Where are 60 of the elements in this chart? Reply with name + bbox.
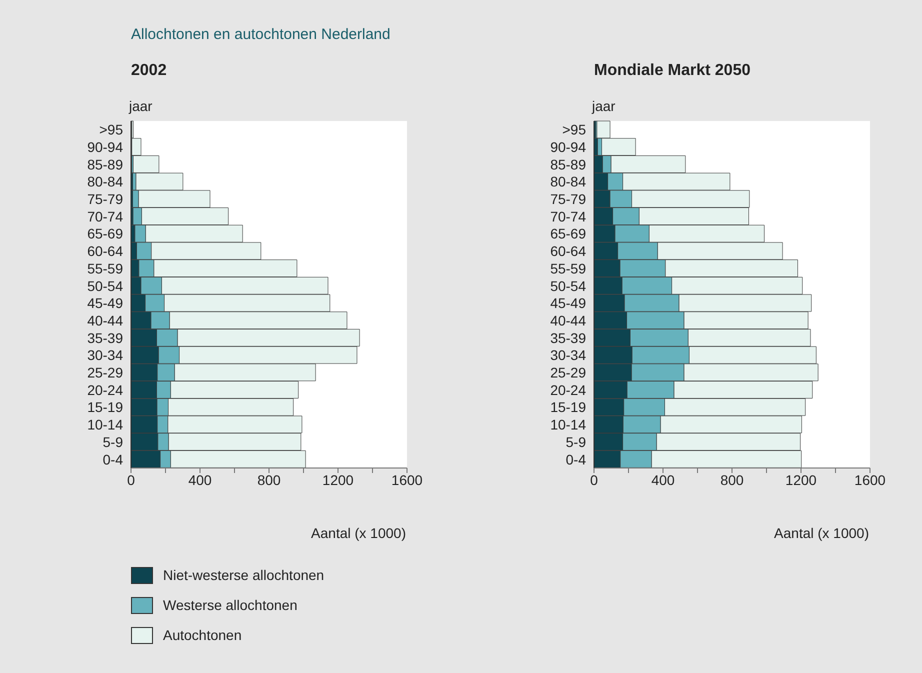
- y-tick-label: 55-59: [550, 260, 586, 276]
- y-tick-label: 10-14: [550, 416, 586, 433]
- chart-subtitle: 2002: [131, 62, 167, 80]
- x-axis-title: Aantal (x 1000): [310, 525, 406, 541]
- y-tick-label: 5-9: [566, 434, 586, 450]
- y-tick-label: 70-74: [87, 208, 124, 224]
- y-tick-label: >95: [99, 122, 124, 138]
- y-tick-label: 60-64: [550, 243, 586, 260]
- y-tick-label: 90-94: [87, 138, 124, 155]
- x-tick-label: 1200: [322, 472, 354, 488]
- x-tick-label: 400: [651, 472, 675, 488]
- y-tick-label: 25-29: [87, 364, 124, 381]
- legend-label: Autochtonen: [163, 627, 242, 643]
- y-tick-label: 30-34: [87, 347, 124, 364]
- y-tick-label: 15-19: [550, 399, 586, 416]
- legend-label: Westerse allochtonen: [163, 597, 298, 613]
- y-tick-label: 75-79: [550, 191, 586, 208]
- y-axis-title: jaar: [592, 98, 616, 114]
- y-tick-label: 20-24: [550, 382, 586, 398]
- y-tick-label: 35-39: [550, 330, 586, 346]
- x-tick-label: 1600: [854, 472, 886, 488]
- chart-title: Mondiale Markt 2050: [594, 62, 750, 80]
- x-tick-label: 0: [590, 472, 598, 488]
- x-tick-label: 1200: [785, 472, 817, 488]
- y-tick-label: >95: [562, 122, 586, 138]
- y-tick-label: 5-9: [102, 434, 124, 450]
- x-tick-label: 0: [127, 472, 136, 488]
- y-tick-label: 15-19: [87, 399, 124, 416]
- y-tick-label: 65-69: [550, 226, 586, 242]
- y-tick-label: 10-14: [87, 416, 124, 433]
- y-tick-label: 45-49: [87, 295, 124, 312]
- y-tick-label: 25-29: [550, 364, 586, 381]
- y-tick-label: 0-4: [102, 451, 124, 468]
- y-tick-label: 35-39: [87, 330, 124, 346]
- y-tick-label: 50-54: [87, 278, 124, 294]
- y-axis-title: jaar: [129, 98, 152, 114]
- y-tick-label: 0-4: [566, 451, 586, 468]
- x-tick-label: 400: [188, 472, 212, 488]
- y-tick-label: 85-89: [87, 156, 124, 172]
- y-tick-label: 70-74: [550, 208, 586, 224]
- y-tick-label: 20-24: [87, 382, 124, 398]
- x-axis-title: Aantal (x 1000): [773, 525, 869, 541]
- y-tick-label: 60-64: [87, 243, 124, 260]
- x-tick-label: 800: [257, 472, 281, 488]
- y-tick-label: 90-94: [550, 138, 586, 155]
- y-tick-label: 80-84: [87, 174, 124, 190]
- y-tick-label: 85-89: [550, 156, 586, 172]
- x-tick-label: 800: [720, 472, 744, 488]
- y-tick-label: 75-79: [87, 191, 124, 208]
- y-tick-label: 50-54: [550, 278, 586, 294]
- y-tick-label: 55-59: [87, 260, 124, 276]
- y-tick-label: 30-34: [550, 347, 586, 364]
- y-tick-label: 45-49: [550, 295, 586, 312]
- y-tick-label: 80-84: [550, 174, 586, 190]
- x-tick-label: 1600: [391, 472, 423, 488]
- y-tick-label: 65-69: [87, 226, 124, 242]
- y-tick-label: 40-44: [550, 312, 586, 328]
- legend-label: Niet-westerse allochtonen: [163, 567, 324, 583]
- y-tick-label: 40-44: [87, 312, 124, 328]
- chart-title: Allochtonen en autochtonen Nederland: [131, 26, 390, 43]
